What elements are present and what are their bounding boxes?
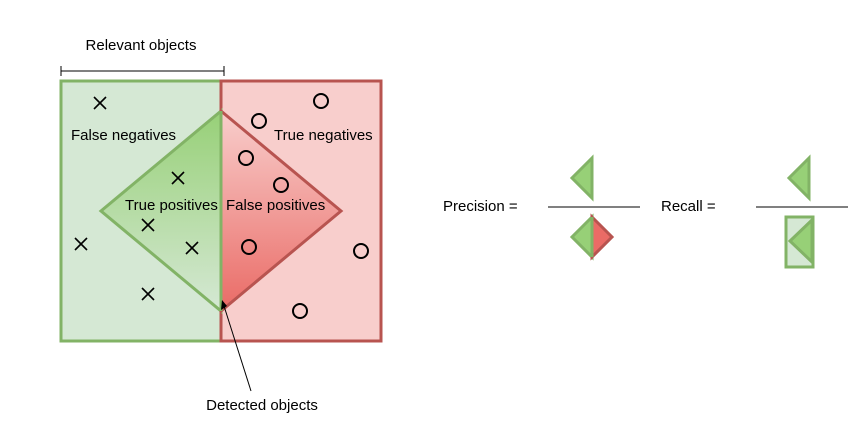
recall-numerator-tp-icon bbox=[786, 154, 811, 202]
circle-marker-4 bbox=[273, 177, 289, 193]
recall-label: Recall = bbox=[661, 198, 716, 215]
circle-marker-6 bbox=[353, 243, 369, 259]
cross-marker-3 bbox=[141, 218, 155, 232]
cross-marker-4 bbox=[185, 241, 199, 255]
cross-marker-2 bbox=[171, 171, 185, 185]
precision-label: Precision = bbox=[443, 198, 518, 215]
false-positives-label: False positives bbox=[226, 197, 325, 214]
detected-objects-label: Detected objects bbox=[206, 397, 318, 414]
false-negatives-label: False negatives bbox=[71, 127, 176, 144]
precision-denominator-icon bbox=[569, 213, 615, 261]
cross-marker-1 bbox=[93, 96, 107, 110]
circle-marker-2 bbox=[251, 113, 267, 129]
cross-marker-5 bbox=[74, 237, 88, 251]
relevant-objects-label: Relevant objects bbox=[86, 37, 197, 54]
circle-marker-7 bbox=[292, 303, 308, 319]
relevant-objects-bracket bbox=[60, 66, 225, 76]
circle-marker-5 bbox=[241, 239, 257, 255]
true-positives-label: True positives bbox=[125, 197, 218, 214]
circle-marker-1 bbox=[313, 93, 329, 109]
circle-marker-3 bbox=[238, 150, 254, 166]
precision-numerator-tp-icon bbox=[569, 154, 594, 202]
recall-denominator-icon bbox=[784, 215, 815, 269]
cross-marker-6 bbox=[141, 287, 155, 301]
detected-objects-arrow bbox=[221, 300, 252, 392]
true-negatives-label: True negatives bbox=[274, 127, 373, 144]
